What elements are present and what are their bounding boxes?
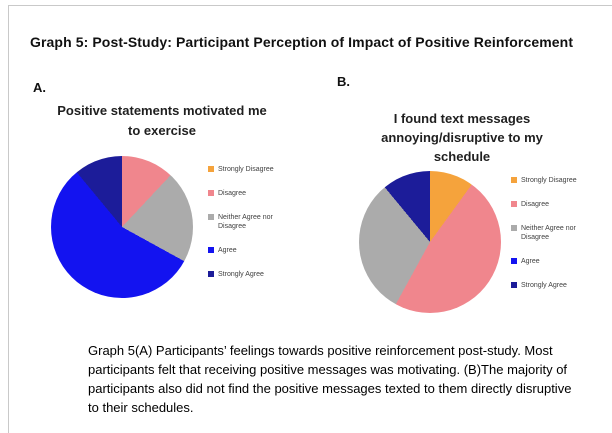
legend-label: Strongly Disagree bbox=[521, 177, 577, 184]
legend-item: Strongly Agree bbox=[208, 270, 284, 279]
legend-swatch-icon bbox=[208, 214, 214, 220]
chart-a-title: Positive statements motivated me to exer… bbox=[57, 103, 267, 138]
panel-label-b: B. bbox=[337, 74, 350, 89]
legend-label: Neither Agree nor Disagree bbox=[218, 214, 273, 230]
legend-swatch-icon bbox=[208, 247, 214, 253]
page-title: Graph 5: Post-Study: Participant Percept… bbox=[30, 34, 574, 50]
legend-b: Strongly Disagree Disagree Neither Agree n… bbox=[511, 176, 587, 290]
legend-a: Strongly Disagree Disagree Neither Agree n… bbox=[208, 165, 284, 279]
legend-label: Strongly Agree bbox=[218, 271, 264, 278]
legend-item: Agree bbox=[511, 257, 587, 266]
legend-label: Disagree bbox=[521, 201, 550, 208]
legend-item: Strongly Disagree bbox=[208, 165, 284, 174]
legend-swatch-icon bbox=[511, 177, 517, 183]
legend-swatch-icon bbox=[511, 258, 517, 264]
legend-swatch-icon bbox=[208, 190, 214, 196]
legend-swatch-icon bbox=[511, 282, 517, 288]
legend-item: Neither Agree nor Disagree bbox=[511, 224, 587, 242]
legend-swatch-icon bbox=[208, 271, 214, 277]
legend-item: Agree bbox=[208, 246, 284, 255]
legend-item: Neither Agree nor Disagree bbox=[208, 213, 284, 231]
legend-swatch-icon bbox=[511, 225, 517, 231]
legend-label: Strongly Disagree bbox=[218, 166, 274, 173]
chart-b-title: I found text messages annoying/disruptiv… bbox=[381, 111, 543, 164]
legend-label: Disagree bbox=[218, 190, 247, 197]
legend-swatch-icon bbox=[208, 166, 214, 172]
pie-chart-a bbox=[51, 156, 193, 298]
legend-item: Strongly Disagree bbox=[511, 176, 587, 185]
legend-item: Disagree bbox=[208, 189, 284, 198]
legend-label: Agree bbox=[521, 258, 540, 265]
legend-item: Disagree bbox=[511, 200, 587, 209]
page-border-left bbox=[8, 5, 9, 433]
panel-label-a: A. bbox=[33, 80, 46, 95]
legend-item: Strongly Agree bbox=[511, 281, 587, 290]
legend-label: Neither Agree nor Disagree bbox=[521, 225, 576, 241]
legend-label: Strongly Agree bbox=[521, 282, 567, 289]
page-border-top bbox=[8, 5, 612, 6]
legend-label: Agree bbox=[218, 247, 237, 254]
figure-caption: Graph 5(A) Participants’ feelings toward… bbox=[88, 343, 572, 415]
pie-chart-b bbox=[359, 171, 501, 313]
legend-swatch-icon bbox=[511, 201, 517, 207]
